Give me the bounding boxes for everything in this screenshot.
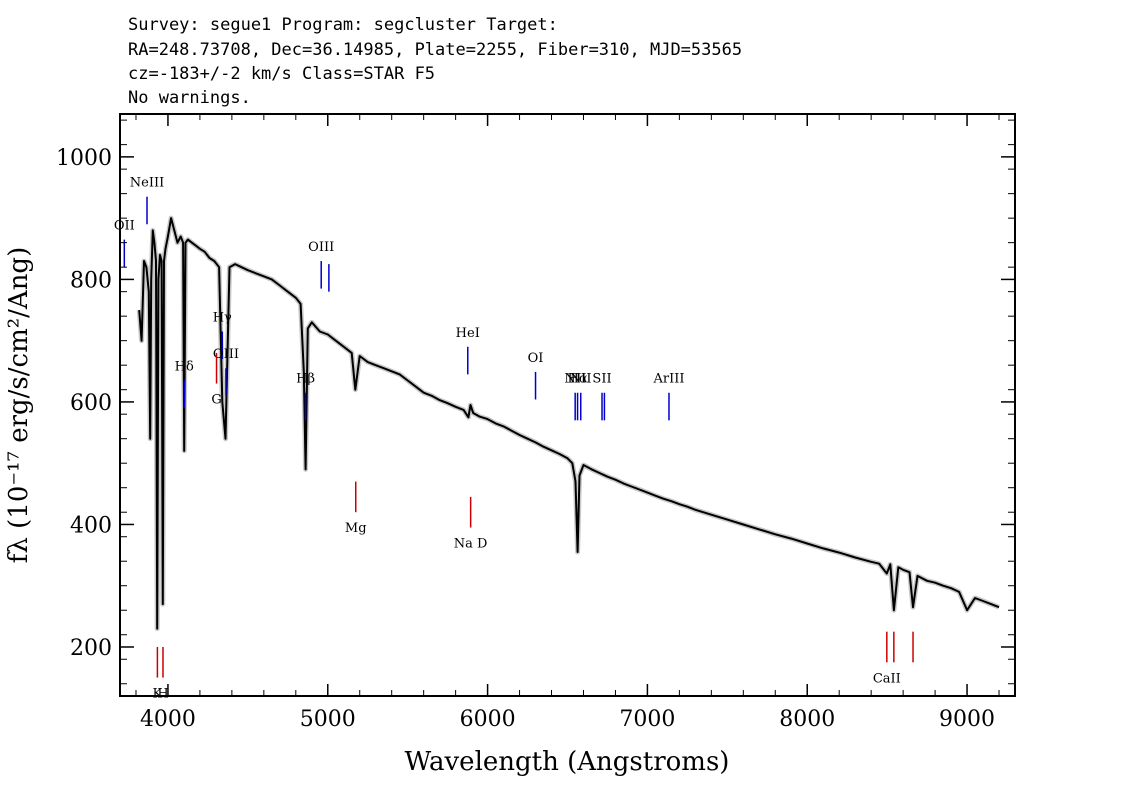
- header-text: Survey: segue1 Program: segcluster Targe…: [128, 15, 742, 108]
- header-line-2: RA=248.73708, Dec=36.14985, Plate=2255, …: [128, 40, 742, 60]
- y-tick-label: 200: [70, 636, 112, 661]
- x-tick-label: 7000: [619, 707, 675, 732]
- line-marker-label: H: [157, 687, 168, 702]
- line-marker-label: OIII: [213, 347, 239, 362]
- line-marker-label: OII: [114, 219, 135, 234]
- y-tick-label: 400: [70, 513, 112, 538]
- y-axis-title: fλ (10⁻¹⁷ erg/s/cm²/Ang): [4, 247, 34, 563]
- line-marker-label: Mg: [345, 521, 367, 536]
- x-tick-label: 4000: [140, 707, 196, 732]
- line-marker-label: OIII: [308, 240, 334, 255]
- line-marker-label: Hδ: [175, 359, 194, 374]
- y-tick-label: 1000: [56, 146, 112, 171]
- line-marker-label: HeI: [456, 326, 480, 341]
- line-marker-label: Na D: [454, 537, 488, 552]
- x-tick-label: 6000: [460, 707, 516, 732]
- plot-frame: [119, 113, 1016, 697]
- line-marker-label: NeIII: [130, 176, 164, 191]
- y-tick-label: 600: [70, 391, 112, 416]
- y-tick-label: 800: [70, 268, 112, 293]
- line-marker-label: Hβ: [296, 372, 315, 387]
- line-marker-label: G: [211, 393, 221, 408]
- header-line-1: Survey: segue1 Program: segcluster Targe…: [128, 15, 558, 35]
- spectrum-flux-line: [138, 217, 1000, 630]
- line-marker-label: CaII: [873, 671, 901, 686]
- header-line-4: No warnings.: [128, 88, 251, 108]
- line-marker-label: Hγ: [213, 310, 232, 325]
- line-marker-label: NII: [564, 372, 586, 387]
- line-marker-label: ArIII: [652, 372, 684, 387]
- line-marker-label: OI: [528, 351, 544, 366]
- line-marker-label: K: [153, 687, 163, 702]
- spectrum-error-band: [136, 215, 1000, 632]
- x-axis-title: Wavelength (Angstroms): [405, 747, 730, 777]
- axes: 4000 5000 6000 7000 8000 9000 200 400 600 800 1000: [56, 114, 1015, 732]
- header-line-3: cz=-183+/-2 km/s Class=STAR F5: [128, 64, 435, 84]
- x-tick-label: 5000: [300, 707, 356, 732]
- line-marker-label: SII: [592, 372, 611, 387]
- line-marker-label: NII: [570, 372, 592, 387]
- x-tick-label: 8000: [779, 707, 835, 732]
- x-tick-label: 9000: [939, 707, 995, 732]
- line-marker-label: Hα: [568, 372, 588, 387]
